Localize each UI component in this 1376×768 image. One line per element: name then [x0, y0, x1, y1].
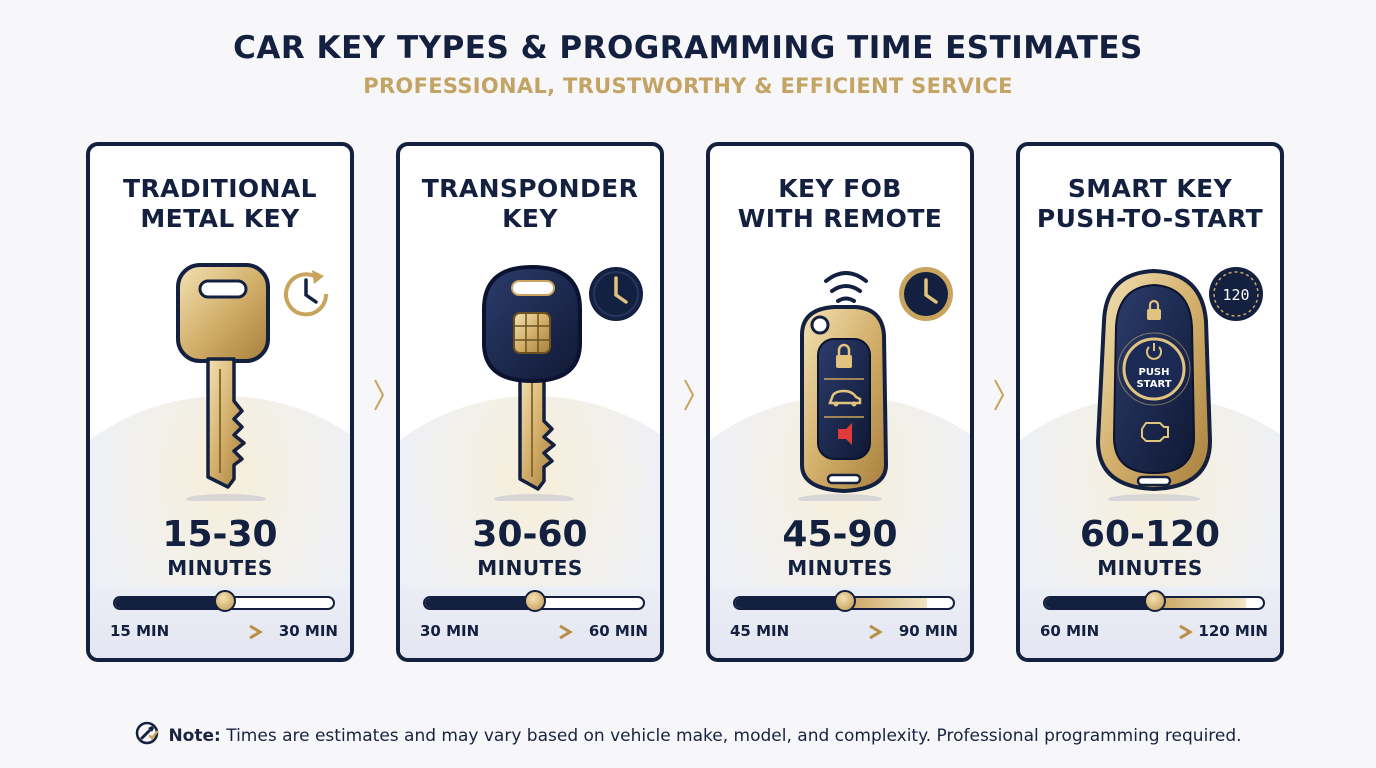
lock-icon [1147, 299, 1161, 320]
card-title: TRANSPONDER KEY [400, 174, 660, 234]
time-unit: MINUTES [477, 556, 583, 580]
chevron-right-icon [684, 379, 695, 411]
card-title-line1: TRADITIONAL [123, 174, 317, 203]
card-traditional-metal-key: TRADITIONAL METAL KEY 15-30 MINUTES 15 M… [86, 142, 354, 662]
time-slider-fill [735, 598, 844, 608]
power-icon [1146, 343, 1162, 360]
timer-display-icon: 120 [1209, 267, 1263, 321]
time-slider-knob [214, 590, 236, 612]
time-range: 60-120 [1079, 514, 1221, 555]
chevron-right-icon [374, 379, 385, 411]
key-fob-icon [798, 271, 889, 501]
card-title-line2: METAL KEY [140, 204, 300, 233]
card-title-line2: PUSH-TO-START [1036, 204, 1264, 233]
time-slider-highlight [1154, 598, 1246, 608]
min-label: 15 MIN [110, 622, 170, 640]
transponder-key-icon [482, 264, 582, 501]
car-trunk-icon [828, 389, 862, 407]
card-title: SMART KEY PUSH-TO-START [1020, 174, 1280, 234]
push-label-line2: START [1136, 379, 1171, 390]
time-range: 45-90 [782, 514, 898, 555]
time-slider-knob [524, 590, 546, 612]
clock-refresh-icon [284, 270, 329, 317]
page-title: CAR KEY TYPES & PROGRAMMING TIME ESTIMAT… [233, 30, 1143, 66]
time-slider-fill [425, 598, 534, 608]
card-title: KEY FOB WITH REMOTE [710, 174, 970, 234]
max-label: 90 MIN [898, 622, 958, 640]
metal-key-icon [176, 263, 270, 501]
time-range-ends: 60 MIN 120 MIN [1040, 622, 1268, 644]
card-title-line2: KEY [502, 204, 558, 233]
arrow-right-icon [182, 624, 263, 640]
card-title: TRADITIONAL METAL KEY [90, 174, 350, 234]
chevron-right-icon [994, 379, 1005, 411]
alarm-icon [838, 423, 852, 445]
min-label: 45 MIN [730, 622, 790, 640]
time-slider-highlight [844, 598, 927, 608]
time-slider-fill [115, 598, 224, 608]
min-label: 60 MIN [1040, 622, 1100, 640]
card-key-fob-remote: KEY FOB WITH REMOTE 45-90 MINUTES [706, 142, 974, 662]
max-label: 30 MIN [278, 622, 338, 640]
min-label: 30 MIN [420, 622, 480, 640]
card-title-line1: TRANSPONDER [421, 174, 639, 203]
clock-icon [899, 267, 953, 321]
wrench-check-icon [136, 721, 159, 745]
arrow-right-icon [1112, 624, 1193, 640]
card-title-line2: WITH REMOTE [737, 204, 943, 233]
push-label-line1: PUSH [1138, 367, 1169, 378]
time-unit: MINUTES [167, 556, 273, 580]
card-title-line1: KEY FOB [778, 174, 902, 203]
time-slider-fill [1045, 598, 1154, 608]
time-range: 30-60 [472, 514, 588, 555]
time-slider-knob [834, 590, 856, 612]
time-range-ends: 30 MIN 60 MIN [420, 622, 648, 644]
max-label: 120 MIN [1198, 622, 1268, 640]
time-unit: MINUTES [1097, 556, 1203, 580]
engine-icon [1141, 422, 1169, 442]
card-transponder-key: TRANSPONDER KEY 30-60 MINUTES 30 MIN 60 … [396, 142, 664, 662]
time-range-ends: 45 MIN 90 MIN [730, 622, 958, 644]
arrow-right-icon [802, 624, 883, 640]
timer-text: 120 [1222, 286, 1249, 304]
card-title-line1: SMART KEY [1067, 174, 1233, 203]
time-range: 15-30 [162, 514, 278, 555]
footer-note: Note: Times are estimates and may vary b… [0, 720, 1376, 746]
note-label: Note: [168, 726, 221, 746]
card-smart-key-push-to-start: SMART KEY PUSH-TO-START PUSH START 120 6… [1016, 142, 1284, 662]
smart-key-icon: PUSH START [1095, 268, 1213, 501]
time-slider-knob [1144, 590, 1166, 612]
time-unit: MINUTES [787, 556, 893, 580]
page-subtitle: PROFESSIONAL, TRUSTWORTHY & EFFICIENT SE… [363, 74, 1013, 98]
header: CAR KEY TYPES & PROGRAMMING TIME ESTIMAT… [0, 30, 1376, 98]
note-text: Times are estimates and may vary based o… [220, 726, 1242, 746]
max-label: 60 MIN [588, 622, 648, 640]
lock-icon [836, 343, 852, 368]
arrow-right-icon [492, 624, 573, 640]
time-range-ends: 15 MIN 30 MIN [110, 622, 338, 644]
clock-icon [589, 267, 643, 321]
